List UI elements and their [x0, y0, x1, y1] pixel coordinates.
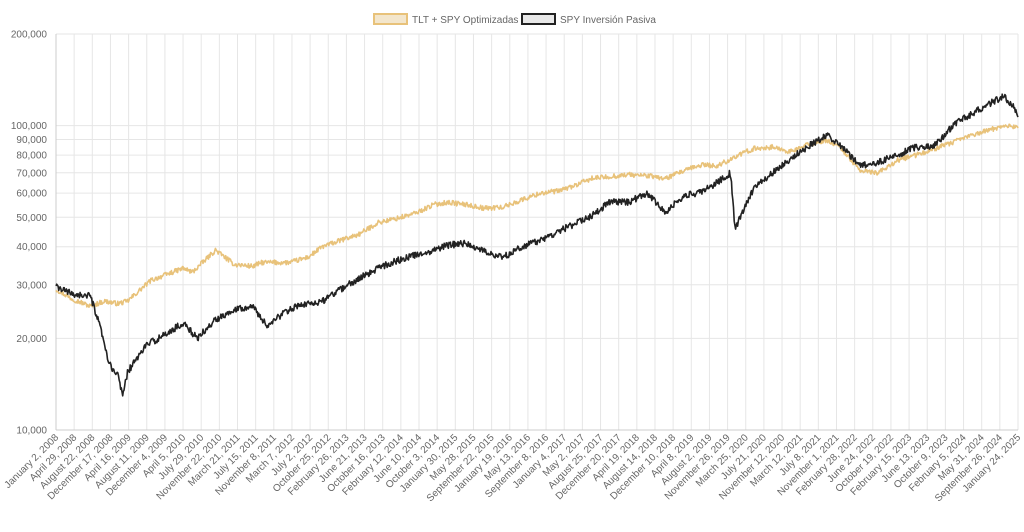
y-tick-label: 40,000	[16, 242, 47, 253]
line-chart: TLT + SPY Optimizadas SPY Inversión Pasiv…	[0, 0, 1024, 532]
y-tick-label: 10,000	[16, 426, 47, 437]
y-tick-label: 70,000	[16, 168, 47, 179]
y-tick-label: 90,000	[16, 135, 47, 146]
y-tick-label: 200,000	[11, 30, 48, 41]
y-tick-label: 50,000	[16, 213, 47, 224]
legend-swatch	[522, 14, 555, 24]
y-tick-label: 100,000	[11, 121, 48, 132]
y-tick-label: 20,000	[16, 334, 47, 345]
y-tick-label: 60,000	[16, 189, 47, 200]
legend-item[interactable]: TLT + SPY Optimizadas	[374, 14, 518, 26]
legend-label: SPY Inversión Pasiva	[560, 15, 656, 26]
chart-container: TLT + SPY Optimizadas SPY Inversión Pasiv…	[0, 0, 1024, 532]
legend-label: TLT + SPY Optimizadas	[412, 15, 518, 26]
legend: TLT + SPY Optimizadas SPY Inversión Pasiv…	[374, 14, 656, 26]
y-tick-label: 30,000	[16, 280, 47, 291]
y-tick-label: 80,000	[16, 151, 47, 162]
legend-item[interactable]: SPY Inversión Pasiva	[522, 14, 656, 26]
legend-swatch	[374, 14, 407, 24]
y-axis: 10,000 20,000 30,000 40,000 50,000 60,000 70,0…	[11, 30, 56, 437]
series-line-tlt-spy-optimized	[56, 124, 1018, 307]
grid	[56, 34, 1018, 430]
